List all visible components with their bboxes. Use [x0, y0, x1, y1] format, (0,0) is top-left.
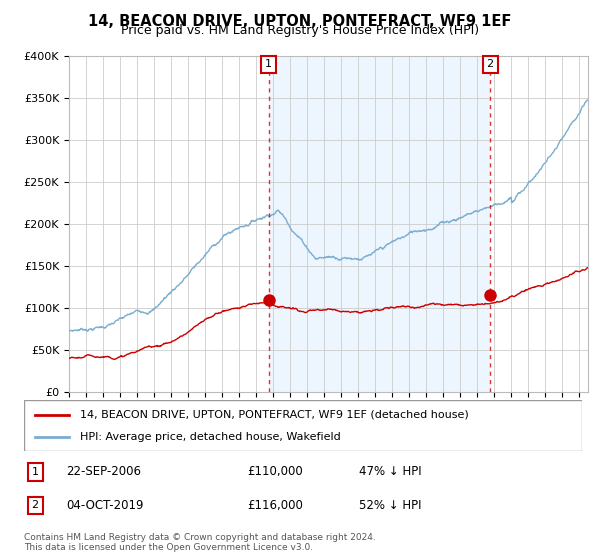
Text: HPI: Average price, detached house, Wakefield: HPI: Average price, detached house, Wake… — [80, 432, 341, 442]
Text: Price paid vs. HM Land Registry's House Price Index (HPI): Price paid vs. HM Land Registry's House … — [121, 24, 479, 36]
Text: 1: 1 — [32, 467, 38, 477]
Text: 22-SEP-2006: 22-SEP-2006 — [66, 465, 141, 478]
Text: 14, BEACON DRIVE, UPTON, PONTEFRACT, WF9 1EF: 14, BEACON DRIVE, UPTON, PONTEFRACT, WF9… — [88, 14, 512, 29]
Text: 47% ↓ HPI: 47% ↓ HPI — [359, 465, 421, 478]
Text: 04-OCT-2019: 04-OCT-2019 — [66, 499, 143, 512]
Text: Contains HM Land Registry data © Crown copyright and database right 2024.: Contains HM Land Registry data © Crown c… — [24, 533, 376, 542]
Text: This data is licensed under the Open Government Licence v3.0.: This data is licensed under the Open Gov… — [24, 543, 313, 552]
Text: 52% ↓ HPI: 52% ↓ HPI — [359, 499, 421, 512]
Text: 2: 2 — [487, 59, 494, 69]
Text: £110,000: £110,000 — [247, 465, 303, 478]
Bar — [269, 56, 490, 392]
Text: £116,000: £116,000 — [247, 499, 303, 512]
Text: 2: 2 — [32, 501, 39, 510]
Text: 14, BEACON DRIVE, UPTON, PONTEFRACT, WF9 1EF (detached house): 14, BEACON DRIVE, UPTON, PONTEFRACT, WF9… — [80, 409, 469, 419]
FancyBboxPatch shape — [24, 400, 582, 451]
Text: 1: 1 — [265, 59, 272, 69]
